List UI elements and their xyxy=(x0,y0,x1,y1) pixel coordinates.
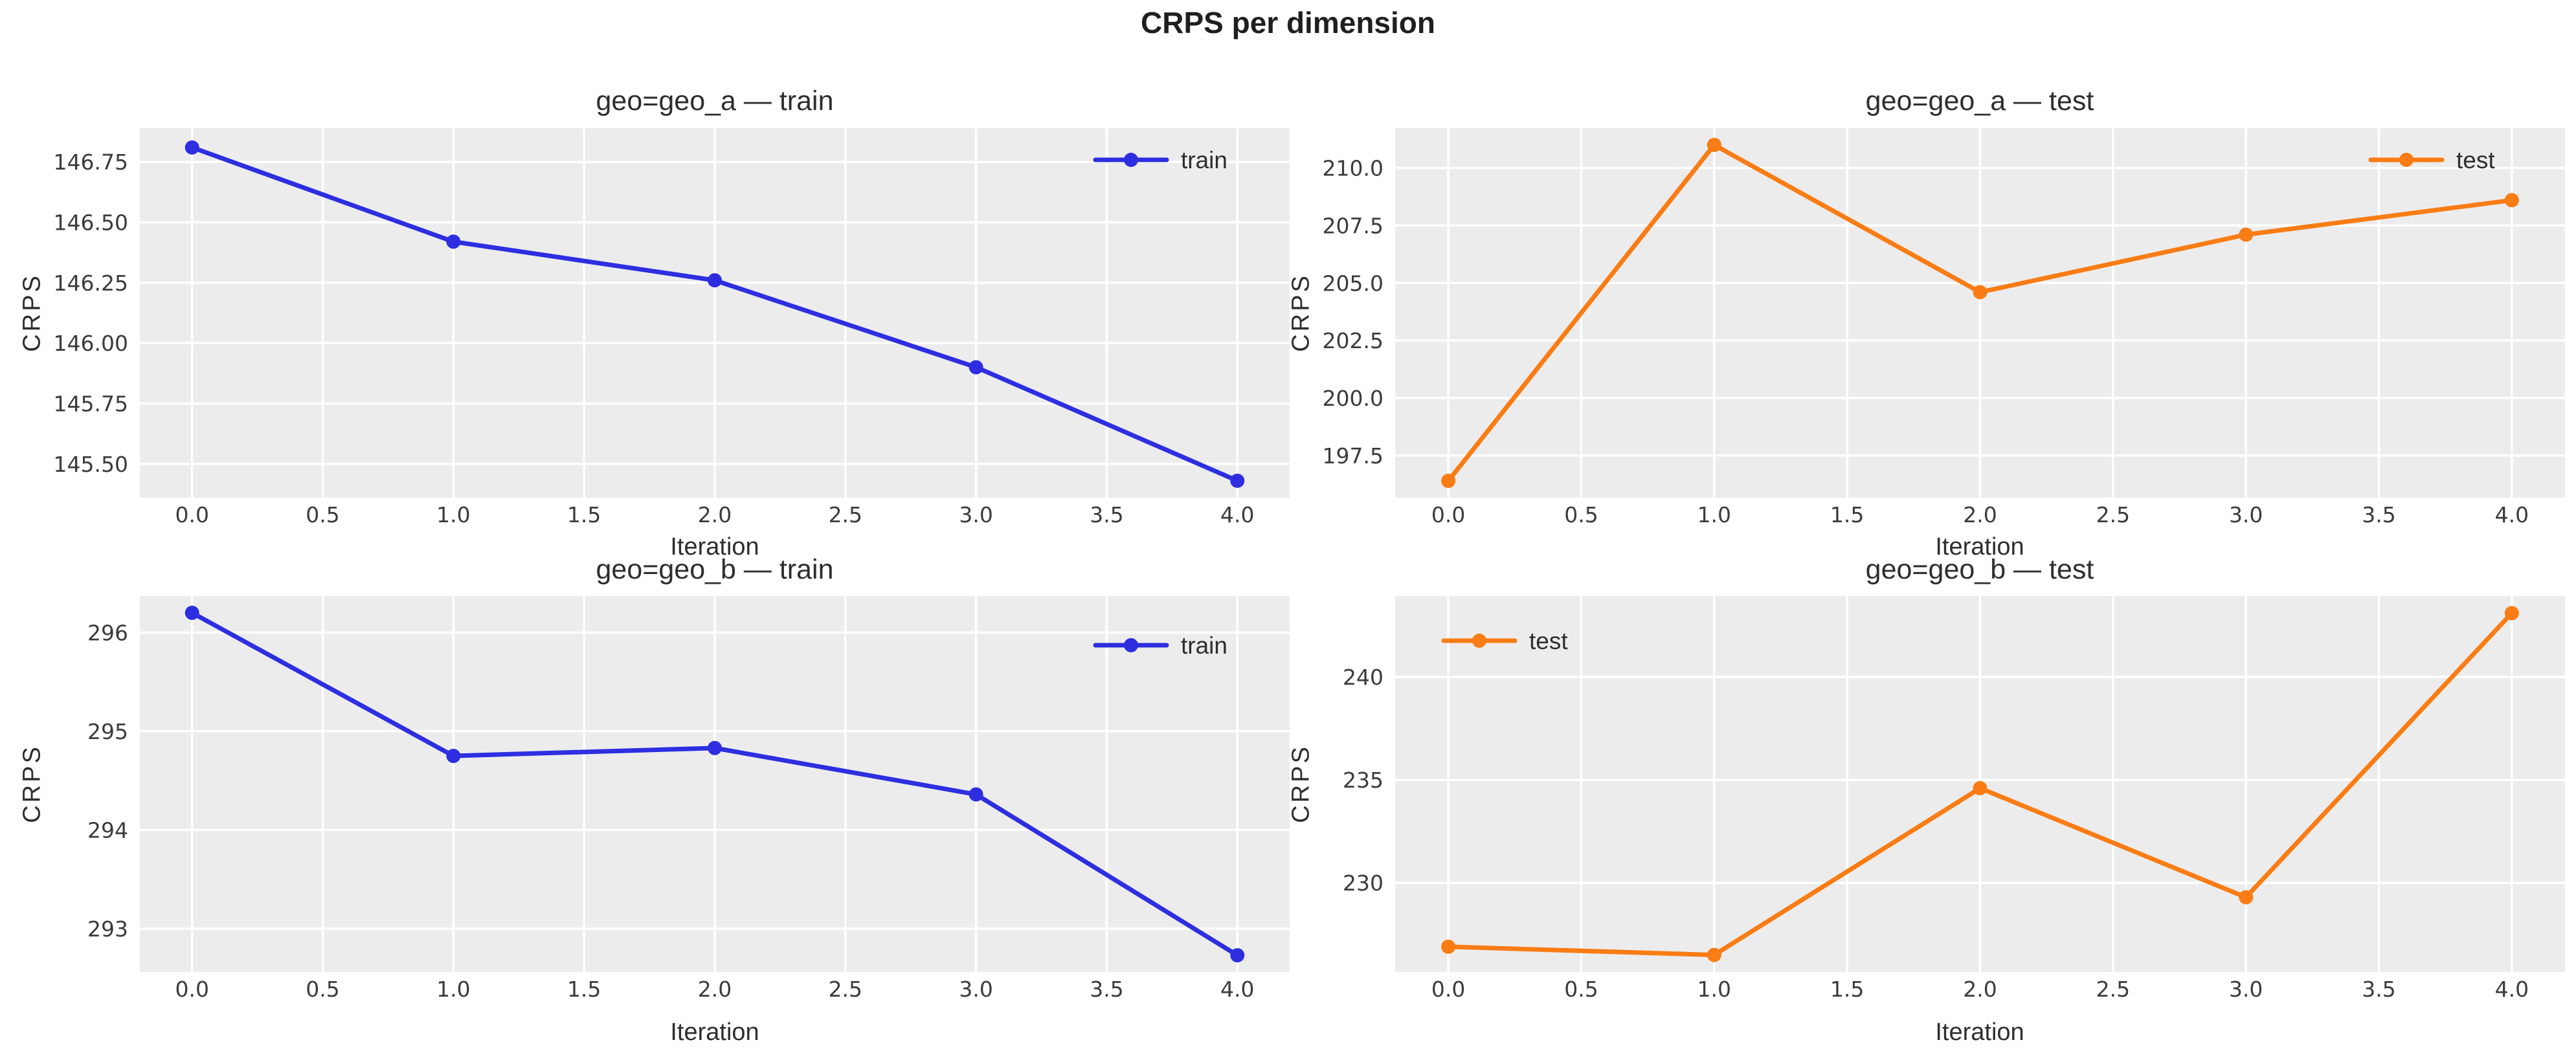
x-tick-label: 0.5 xyxy=(306,502,339,527)
data-point-marker xyxy=(969,787,983,802)
x-tick-label: 0.0 xyxy=(1431,977,1465,1002)
data-point-marker xyxy=(1441,939,1456,954)
x-tick-label: 2.0 xyxy=(1963,977,1997,1002)
data-point-marker xyxy=(1230,473,1245,488)
y-tick-label: 230 xyxy=(1343,870,1383,896)
x-axis-label-geo-a-train: Iteration xyxy=(670,533,759,560)
x-tick-label: 1.5 xyxy=(1830,502,1864,527)
y-tick-label: 197.5 xyxy=(1323,443,1383,469)
data-point-marker xyxy=(185,605,199,620)
x-tick-label: 3.5 xyxy=(1090,977,1123,1002)
legend-marker xyxy=(1124,638,1138,652)
x-tick-label: 1.0 xyxy=(1697,977,1731,1002)
data-point-marker xyxy=(2504,606,2519,621)
data-point-marker xyxy=(2239,890,2254,905)
y-tick-label: 294 xyxy=(87,817,128,843)
x-tick-label: 4.0 xyxy=(2495,977,2529,1002)
y-tick-label: 200.0 xyxy=(1323,386,1383,411)
figure-suptitle: CRPS per dimension xyxy=(1141,6,1435,39)
legend-marker xyxy=(1472,634,1486,648)
data-point-marker xyxy=(446,749,461,764)
data-point-marker xyxy=(1973,780,1988,795)
legend-label: train xyxy=(1181,147,1227,173)
x-axis-label-geo-b-train: Iteration xyxy=(670,1019,759,1046)
y-axis-label-geo-b-test: CRPS xyxy=(1287,744,1315,823)
x-tick-label: 0.5 xyxy=(1564,502,1598,527)
data-point-marker xyxy=(708,740,722,755)
x-tick-label: 4.0 xyxy=(1220,502,1254,527)
x-tick-label: 3.5 xyxy=(1090,502,1123,527)
y-tick-label: 146.75 xyxy=(54,149,128,175)
y-tick-label: 207.5 xyxy=(1323,213,1383,238)
x-tick-label: 3.0 xyxy=(959,502,992,527)
x-tick-label: 1.0 xyxy=(436,502,470,527)
data-point-marker xyxy=(2239,227,2254,242)
data-point-marker xyxy=(969,360,983,375)
y-tick-label: 146.00 xyxy=(54,331,128,356)
data-point-marker xyxy=(1707,947,1721,962)
x-tick-label: 1.5 xyxy=(1830,977,1864,1002)
x-tick-label: 3.0 xyxy=(959,977,992,1002)
x-tick-label: 1.5 xyxy=(567,977,601,1002)
x-tick-label: 1.0 xyxy=(436,977,470,1002)
x-tick-label: 3.5 xyxy=(2362,502,2395,527)
data-point-marker xyxy=(708,273,722,288)
y-tick-label: 145.75 xyxy=(54,391,128,416)
legend-marker xyxy=(1124,153,1138,167)
subplot-title-geo-a-test: geo=geo_a — test xyxy=(1865,85,2094,116)
x-tick-label: 2.0 xyxy=(698,502,732,527)
y-tick-label: 146.50 xyxy=(54,210,128,236)
y-tick-label: 293 xyxy=(87,916,128,942)
y-axis-label-geo-b-train: CRPS xyxy=(18,744,46,823)
x-tick-label: 0.5 xyxy=(1564,977,1598,1002)
x-tick-label: 0.0 xyxy=(1431,502,1465,527)
x-tick-label: 2.5 xyxy=(829,977,862,1002)
data-point-marker xyxy=(1973,285,1988,300)
y-tick-label: 296 xyxy=(87,620,128,645)
data-point-marker xyxy=(1230,948,1245,963)
x-tick-label: 3.0 xyxy=(2229,502,2263,527)
x-tick-label: 0.0 xyxy=(175,502,208,527)
y-tick-label: 145.50 xyxy=(54,452,128,477)
y-axis-label-geo-a-test: CRPS xyxy=(1287,273,1315,352)
legend-marker xyxy=(2399,153,2414,167)
x-axis-label-geo-a-test: Iteration xyxy=(1935,533,2024,560)
y-tick-label: 205.0 xyxy=(1323,271,1383,296)
legend-label: train xyxy=(1181,632,1227,659)
x-tick-label: 2.5 xyxy=(2096,977,2130,1002)
legend-label: test xyxy=(1529,628,1568,654)
x-tick-label: 2.0 xyxy=(698,977,732,1002)
x-tick-label: 3.5 xyxy=(2362,977,2395,1002)
data-point-marker xyxy=(2504,193,2519,208)
subplot-title-geo-a-train: geo=geo_a — train xyxy=(596,85,834,116)
y-tick-label: 235 xyxy=(1343,768,1383,793)
x-tick-label: 4.0 xyxy=(2495,502,2529,527)
x-tick-label: 2.0 xyxy=(1963,502,1997,527)
x-tick-label: 1.5 xyxy=(567,502,601,527)
y-tick-label: 210.0 xyxy=(1323,156,1383,181)
x-tick-label: 3.0 xyxy=(2229,977,2263,1002)
y-tick-label: 146.25 xyxy=(54,271,128,296)
x-tick-label: 2.5 xyxy=(829,502,862,527)
x-tick-label: 0.0 xyxy=(175,977,208,1002)
data-point-marker xyxy=(1707,137,1721,152)
x-tick-label: 2.5 xyxy=(2096,502,2130,527)
x-axis-label-geo-b-test: Iteration xyxy=(1935,1019,2024,1046)
data-point-marker xyxy=(446,234,461,249)
x-tick-label: 1.0 xyxy=(1697,502,1731,527)
y-axis-label-geo-a-train: CRPS xyxy=(18,273,46,352)
x-tick-label: 4.0 xyxy=(1220,977,1254,1002)
subplot-title-geo-b-train: geo=geo_b — train xyxy=(596,554,834,585)
subplot-title-geo-b-test: geo=geo_b — test xyxy=(1865,554,2094,585)
legend-label: test xyxy=(2456,147,2495,173)
data-point-marker xyxy=(185,140,199,155)
y-tick-label: 240 xyxy=(1343,665,1383,690)
y-tick-label: 202.5 xyxy=(1323,328,1383,353)
data-point-marker xyxy=(1441,474,1456,489)
y-tick-label: 295 xyxy=(87,719,128,744)
x-tick-label: 0.5 xyxy=(306,977,339,1002)
